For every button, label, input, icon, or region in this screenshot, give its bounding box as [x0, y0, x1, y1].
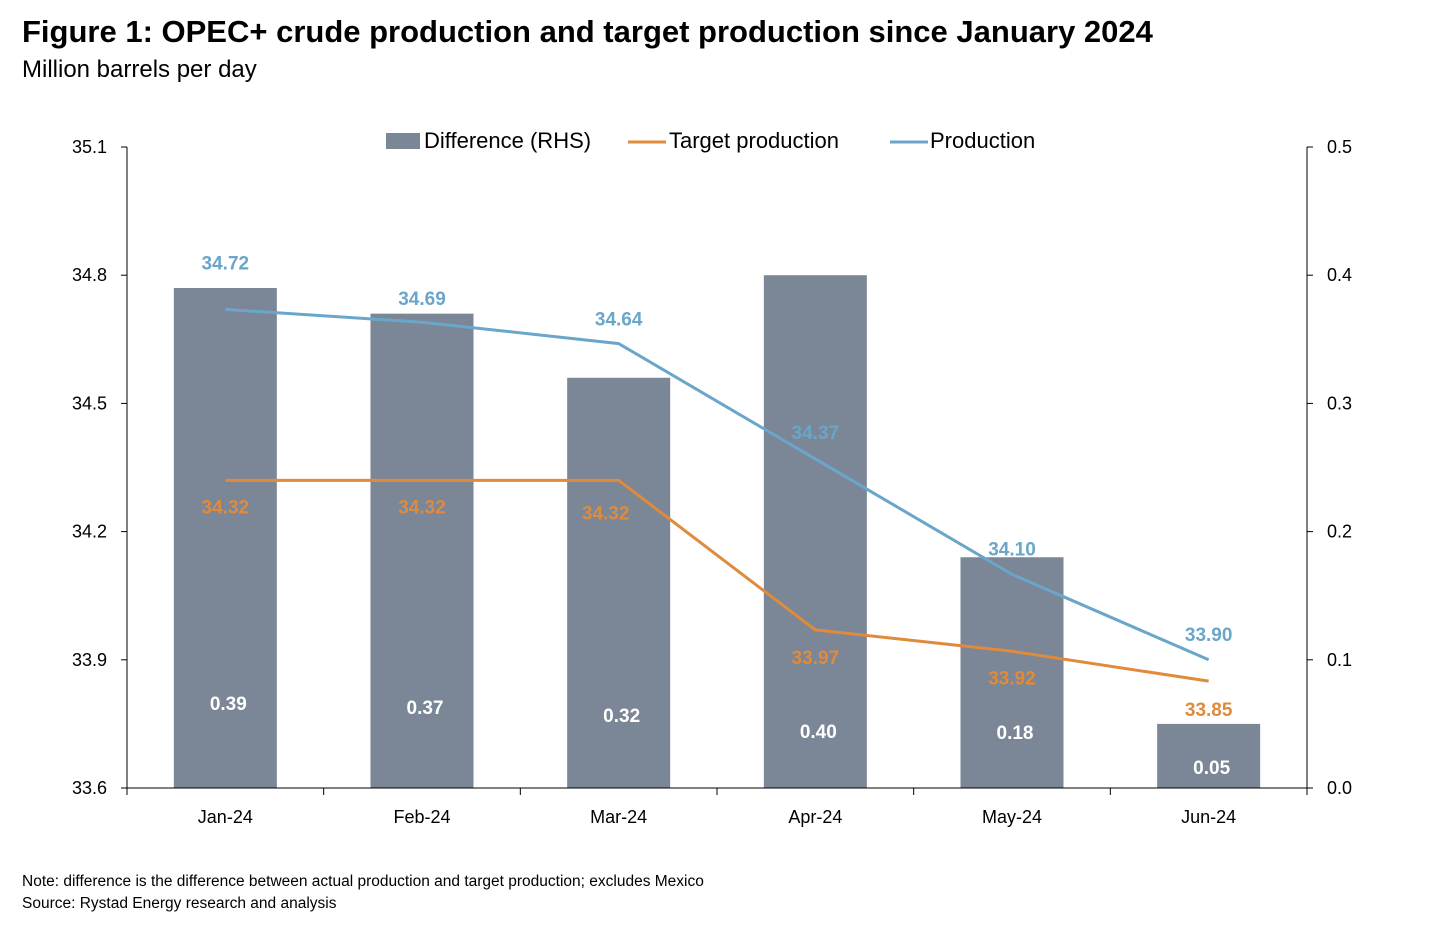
- chart-note: Note: difference is the difference betwe…: [22, 873, 704, 890]
- bar-May-24: [960, 557, 1064, 788]
- right-tick-label: 0.0: [1327, 778, 1352, 798]
- legend-label-production: Production: [930, 128, 1035, 153]
- x-tick-label: Jun-24: [1181, 807, 1236, 827]
- chart-subtitle: Million barrels per day: [22, 56, 257, 83]
- bar-Jan-24: [173, 288, 277, 788]
- chart-title: Figure 1: OPEC+ crude production and tar…: [22, 14, 1153, 49]
- x-tick-label: Apr-24: [788, 807, 842, 827]
- left-tick-label: 34.2: [72, 522, 107, 542]
- left-tick-label: 35.1: [72, 137, 107, 157]
- target-data-label: 33.92: [988, 668, 1036, 689]
- target-data-label: 34.32: [398, 497, 446, 518]
- bar-data-label: 0.37: [407, 698, 444, 719]
- target-line: [225, 478, 1209, 683]
- right-tick-label: 0.3: [1327, 393, 1352, 413]
- bar-data-label: 0.05: [1193, 758, 1230, 779]
- production-data-label: 34.37: [792, 423, 840, 444]
- left-tick-label: 33.6: [72, 778, 107, 798]
- production-data-label: 34.64: [595, 310, 643, 331]
- bar-Jun-24: [1157, 723, 1261, 788]
- bar-data-label: 0.18: [997, 723, 1034, 744]
- left-tick-label: 33.9: [72, 650, 107, 670]
- right-tick-label: 0.5: [1327, 137, 1352, 157]
- chart-source: Source: Rystad Energy research and analy…: [22, 895, 337, 912]
- target-data-label: 34.32: [202, 497, 250, 518]
- bar-Mar-24: [567, 377, 671, 788]
- x-tick-label: Mar-24: [590, 807, 647, 827]
- left-tick-label: 34.5: [72, 393, 107, 413]
- left-tick-label: 34.8: [72, 265, 107, 285]
- legend-label-difference: Difference (RHS): [424, 128, 591, 153]
- target-data-label: 33.97: [792, 648, 840, 669]
- legend-label-target: Target production: [669, 128, 839, 153]
- target-data-label: 33.85: [1185, 700, 1233, 721]
- x-tick-label: Jan-24: [198, 807, 253, 827]
- bar-Feb-24: [370, 313, 474, 788]
- right-tick-label: 0.2: [1327, 522, 1352, 542]
- production-data-label: 34.10: [988, 539, 1036, 560]
- bar-data-label: 0.39: [210, 694, 247, 715]
- production-line: [225, 307, 1210, 662]
- production-data-label: 34.72: [202, 253, 250, 274]
- x-tick-label: May-24: [982, 807, 1042, 827]
- production-data-label: 34.69: [398, 289, 446, 310]
- production-data-label: 33.90: [1185, 625, 1233, 646]
- right-tick-label: 0.1: [1327, 650, 1352, 670]
- x-tick-label: Feb-24: [393, 807, 450, 827]
- bar-data-label: 0.40: [800, 722, 837, 743]
- bar-data-label: 0.32: [603, 706, 640, 727]
- target-data-label: 34.32: [582, 503, 630, 524]
- right-tick-label: 0.4: [1327, 265, 1352, 285]
- bar-Apr-24: [763, 275, 867, 788]
- legend-swatch-difference: [386, 133, 420, 149]
